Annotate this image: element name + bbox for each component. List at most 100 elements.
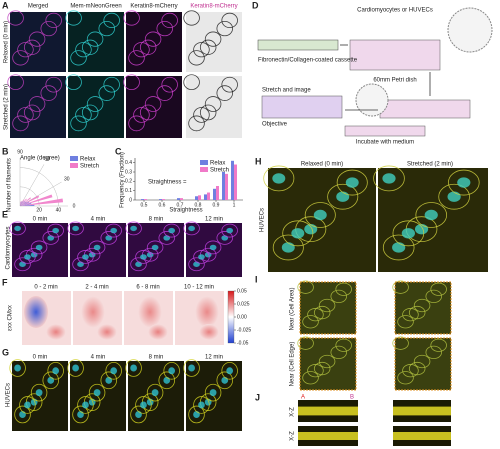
cell xyxy=(199,39,217,55)
panel-label: J xyxy=(255,392,260,402)
time-label: 4 min xyxy=(91,217,106,223)
x-tick-label: 0.8 xyxy=(195,202,202,208)
nucleus xyxy=(226,227,234,234)
cell xyxy=(430,282,447,296)
bar xyxy=(207,192,210,200)
cell xyxy=(65,10,82,26)
bar xyxy=(177,198,180,200)
strain-blob xyxy=(81,296,105,328)
cell xyxy=(128,50,145,66)
diagram-text: Fibronectin/Collagen-coated cassette xyxy=(258,58,358,64)
bar xyxy=(198,195,201,200)
nucleus xyxy=(35,244,43,251)
colorbar-label: 0.05 xyxy=(237,288,247,294)
cell xyxy=(81,39,99,55)
cell xyxy=(397,315,414,329)
column-title: Merged xyxy=(28,4,48,10)
cell xyxy=(9,221,26,236)
bar xyxy=(144,199,147,200)
incubate xyxy=(344,125,426,137)
nucleus xyxy=(140,254,147,260)
cell xyxy=(40,20,57,37)
xz-band xyxy=(298,406,358,416)
nucleus xyxy=(72,364,79,372)
cell xyxy=(133,107,150,123)
xz-band xyxy=(298,432,358,440)
cell xyxy=(163,361,180,380)
cell xyxy=(188,257,205,272)
column-title: Mem-mNeonGreen xyxy=(70,4,121,10)
nucleus xyxy=(198,401,205,409)
wedge xyxy=(20,198,64,206)
cell xyxy=(40,85,57,101)
wedge xyxy=(20,204,35,206)
wedge xyxy=(20,201,23,206)
cell xyxy=(28,96,46,112)
row-title: Near (Cell Edge) xyxy=(290,342,296,387)
stage xyxy=(261,95,343,119)
strain-blob xyxy=(199,324,219,340)
cell xyxy=(430,338,447,352)
wedge xyxy=(20,201,30,206)
y-tick-label: 0 xyxy=(129,197,132,203)
roi xyxy=(299,337,357,391)
nucleus xyxy=(24,254,31,260)
cell xyxy=(302,315,319,329)
nucleus xyxy=(47,376,55,384)
cell xyxy=(28,31,46,47)
cell xyxy=(263,165,295,192)
r-tick-label: 20 xyxy=(36,207,42,213)
cell xyxy=(318,298,336,313)
cell xyxy=(163,223,180,238)
cell xyxy=(402,364,419,378)
colorbar xyxy=(227,290,235,344)
chart-title: Angle (degree) xyxy=(20,156,60,162)
nucleus xyxy=(146,398,154,406)
cell xyxy=(100,371,117,390)
nucleus xyxy=(110,227,118,234)
cell xyxy=(45,76,62,93)
nucleus xyxy=(168,227,176,234)
nucleus xyxy=(130,364,137,372)
nucleus xyxy=(82,401,89,409)
cell xyxy=(67,359,84,377)
inset-text: Straightness = xyxy=(148,180,187,186)
nucleus xyxy=(77,410,84,418)
nucleus xyxy=(72,225,79,232)
nucleus xyxy=(35,389,43,397)
panel-label: D xyxy=(252,0,259,10)
cell xyxy=(23,39,41,55)
cell xyxy=(425,289,442,303)
cell xyxy=(98,85,115,101)
stretched xyxy=(379,99,471,119)
nucleus xyxy=(188,364,195,372)
cell xyxy=(216,231,233,245)
strain-blob xyxy=(97,324,117,340)
row-title: εxx CMxx xyxy=(8,305,14,331)
xz-band xyxy=(393,406,451,416)
y-tick-label: 0.4 xyxy=(125,160,132,166)
time-label: 2 - 4 min xyxy=(85,285,108,291)
cell xyxy=(183,10,200,26)
wedge xyxy=(20,201,26,206)
angle-tick-label: 90 xyxy=(17,149,23,155)
diagram-text: 60mm Petri dish xyxy=(373,78,416,84)
cell xyxy=(135,396,152,414)
nucleus xyxy=(188,225,195,232)
cell xyxy=(125,359,142,377)
panel-label: A xyxy=(2,0,9,10)
cell xyxy=(86,31,104,47)
legend-swatch xyxy=(70,156,78,161)
cell xyxy=(307,364,324,378)
x-tick-label: 0.6 xyxy=(159,202,166,208)
cell xyxy=(17,42,34,58)
cell xyxy=(125,221,142,236)
cell xyxy=(415,202,448,228)
cell xyxy=(204,96,222,112)
cell xyxy=(188,115,205,132)
cell xyxy=(304,202,336,228)
cell xyxy=(204,240,222,255)
cell xyxy=(397,371,414,385)
cell xyxy=(302,371,319,385)
cell xyxy=(193,42,210,58)
